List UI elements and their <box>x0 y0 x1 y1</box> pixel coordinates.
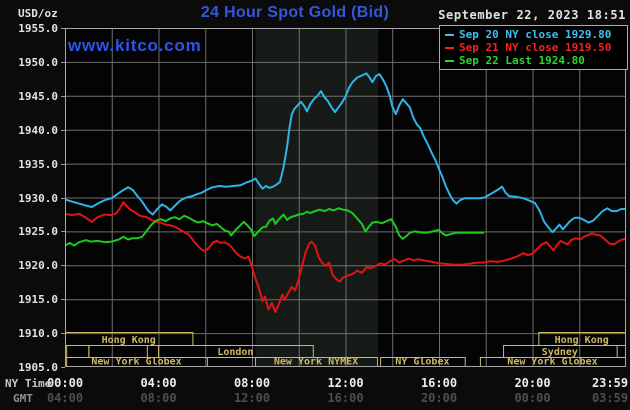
session-box-london <box>158 345 314 358</box>
y-tick-mark <box>61 265 65 267</box>
y-tick-label: 1915.0 <box>18 293 58 307</box>
gmt-time-tick: 08:00 <box>140 391 177 405</box>
y-tick-label: 1940.0 <box>18 123 58 137</box>
session-label: New York Globex <box>507 357 597 368</box>
session-label: London <box>217 347 253 358</box>
y-tick-mark <box>61 95 65 97</box>
gmt-time-tick: 04:00 <box>46 391 84 405</box>
session-label: Hong Kong <box>555 335 609 346</box>
session-box-ny-globex <box>380 357 466 367</box>
ny-time-axis-label: NY Time <box>5 377 52 390</box>
y-tick-mark <box>61 129 65 131</box>
price-line-sep21 <box>65 201 626 314</box>
y-tick-mark <box>61 299 65 301</box>
ny-time-tick: 04:00 <box>140 376 177 390</box>
y-tick-mark <box>61 367 65 368</box>
session-label: New York NYMEX <box>274 357 358 368</box>
session-box-new-york-globex <box>66 357 208 367</box>
legend-row-sep20: Sep 20 NY close 1929.80 <box>445 28 627 41</box>
legend-line-swatch <box>445 60 454 62</box>
chart-datetime: September 22, 2023 18:51 <box>438 8 626 22</box>
legend-text: Sep 20 NY close 1929.80 <box>459 28 612 41</box>
y-tick-mark <box>61 333 65 335</box>
y-tick-label: 1950.0 <box>18 55 58 69</box>
legend-line-swatch <box>445 47 454 49</box>
ny-time-tick: 16:00 <box>420 376 458 390</box>
gmt-time-tick: 20:00 <box>420 391 458 405</box>
gmt-axis-label: GMT <box>13 392 33 405</box>
legend-row-sep22: Sep 22 Last 1924.80 <box>445 54 627 67</box>
plot-frame <box>65 28 626 367</box>
y-tick-label: 1955.0 <box>18 22 58 35</box>
legend-row-sep21: Sep 21 NY close 1919.50 <box>445 41 627 54</box>
price-line-sep20 <box>65 72 626 234</box>
session-label: Hong Kong <box>102 335 156 346</box>
y-tick-label: 1935.0 <box>18 157 58 171</box>
y-tick-mark <box>61 61 65 63</box>
kitco-site-link[interactable]: www.kitco.com <box>68 36 202 55</box>
ny-time-tick: 00:00 <box>46 376 84 390</box>
page-title: 24 Hour Spot Gold (Bid) <box>200 4 390 21</box>
gmt-time-tick: 12:00 <box>233 391 271 405</box>
y-tick-label: 1945.0 <box>18 89 58 103</box>
session-label: Sydney <box>542 347 578 358</box>
y-tick-label: 1910.0 <box>18 327 58 341</box>
gmt-time-tick: 16:00 <box>327 391 364 405</box>
session-box-new-york-nymex <box>255 357 379 367</box>
y-tick-label: 1930.0 <box>18 191 58 205</box>
y-tick-label: 1905.0 <box>18 361 58 374</box>
ny-time-tick: 08:00 <box>233 376 271 390</box>
y-tick-mark <box>61 231 65 233</box>
session-label: NY Globex <box>395 357 449 368</box>
y-axis-unit-label: USD/oz <box>18 7 58 20</box>
y-tick-mark <box>61 28 65 29</box>
y-tick-mark <box>61 197 65 199</box>
legend-text: Sep 21 NY close 1919.50 <box>459 41 612 54</box>
session-label: New York Globex <box>91 357 181 368</box>
y-tick-label: 1920.0 <box>18 259 58 273</box>
legend-box: Sep 20 NY close 1929.80 Sep 21 NY close 1… <box>439 25 628 70</box>
ny-time-tick: 20:00 <box>514 376 551 390</box>
ny-time-tick: 12:00 <box>327 376 364 390</box>
legend-text: Sep 22 Last 1924.80 <box>459 54 585 67</box>
gmt-time-tick: 03:59 <box>591 391 629 405</box>
gmt-time-tick: 00:00 <box>514 391 551 405</box>
price-line-sep22 <box>65 207 485 247</box>
y-tick-label: 1925.0 <box>18 225 58 239</box>
y-tick-mark <box>61 163 65 165</box>
legend-line-swatch <box>445 34 454 36</box>
ny-time-tick: 23:59 <box>591 376 629 390</box>
